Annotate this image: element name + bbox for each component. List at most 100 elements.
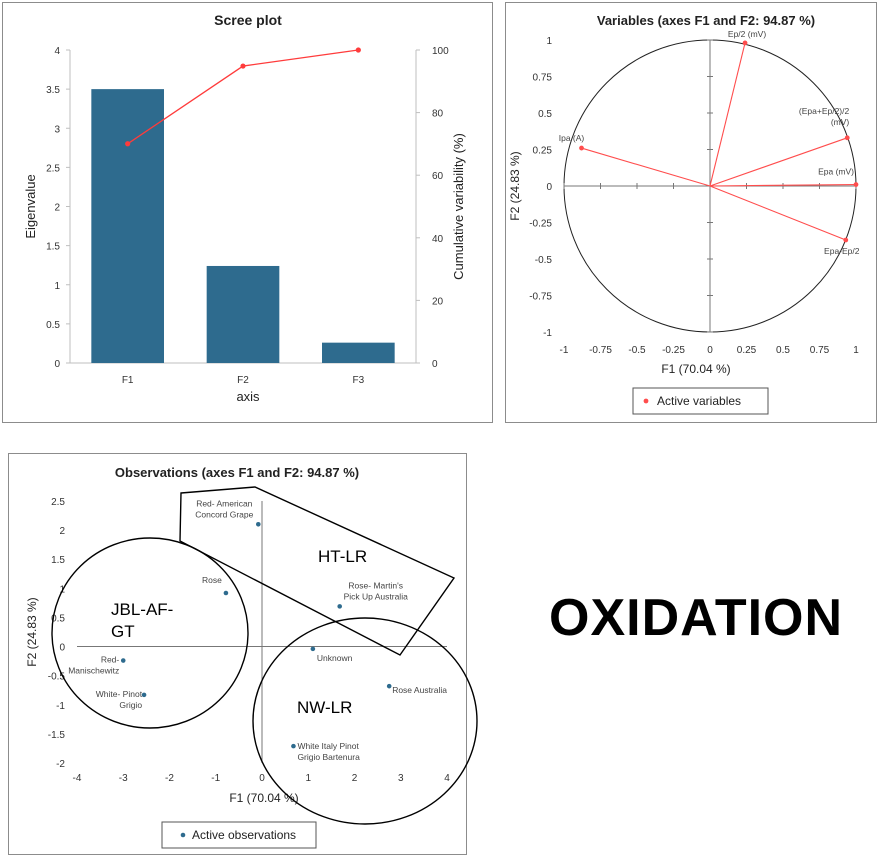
x-tick-label: -1 [560, 345, 569, 356]
y-axis-title: F2 (24.83 %) [25, 597, 39, 666]
variable-point [742, 40, 748, 46]
y-tick-label: 0.5 [46, 320, 60, 331]
y-tick-label: 0 [546, 182, 552, 193]
variable-vector [581, 147, 711, 187]
y-tick-label: 0 [54, 359, 60, 370]
y2-tick-label: 60 [432, 171, 444, 182]
variable-point [853, 182, 859, 187]
y-tick-label: -0.75 [529, 292, 552, 303]
x-tick-label: 3 [398, 773, 404, 784]
y-tick-label: 4 [54, 46, 60, 57]
x-tick-label: 0 [259, 773, 265, 784]
variable-label: Ipa (A) [559, 133, 585, 143]
variable-label: Epa-Ep/2 [824, 246, 860, 256]
scree-plot-chart: Scree plot00.511.522.533.54020406080100F… [23, 12, 466, 404]
variable-label: Ep/2 (mV) [728, 29, 766, 39]
variable-vector [709, 185, 846, 241]
legend-marker [180, 832, 186, 838]
x-tick-label: 0.5 [776, 345, 790, 356]
x-tick-label: F2 [237, 375, 249, 386]
bar-F1 [91, 89, 164, 363]
y2-tick-label: 0 [432, 359, 438, 370]
x-tick-label: 1 [853, 345, 859, 356]
observation-point [120, 658, 126, 663]
variable-point [579, 145, 584, 151]
x-tick-label: -0.75 [589, 345, 612, 356]
chart-title: Variables (axes F1 and F2: 94.87 %) [597, 13, 815, 28]
y-tick-label: 0 [59, 643, 65, 654]
y2-tick-label: 40 [432, 234, 444, 245]
y-tick-label: 1.5 [51, 555, 65, 566]
y-tick-label: 0.5 [538, 109, 552, 120]
x-tick-label: 0.75 [810, 345, 830, 356]
variable-vector [709, 42, 746, 187]
y-tick-label: 1 [546, 36, 552, 47]
cumulative-point [125, 141, 131, 147]
y-tick-label: -0.5 [535, 255, 553, 266]
observation-point [223, 590, 229, 596]
x-axis-title: axis [236, 389, 260, 404]
observation-label: White Italy Pinot Grigio Bartenura [297, 741, 360, 762]
x-tick-label: -3 [119, 773, 128, 784]
y-tick-label: 1 [59, 584, 65, 595]
x-tick-label: 2 [352, 773, 358, 784]
y-tick-label: -0.25 [529, 219, 552, 230]
observation-point [337, 604, 343, 609]
x-axis-title: F1 (70.04 %) [661, 362, 730, 376]
observation-point [386, 683, 392, 689]
variable-point [843, 237, 849, 243]
observations-chart: Observations (axes F1 and F2: 94.87 %) 2.… [25, 465, 450, 849]
cumulative-point [240, 63, 246, 69]
observation-point [256, 521, 261, 527]
y-axis-title: F2 (24.83 %) [508, 151, 522, 220]
y2-tick-label: 80 [432, 109, 444, 120]
observation-label: White- Pinot Grigio [96, 689, 143, 710]
y-tick-label: -1 [56, 701, 65, 712]
y-tick-label: 2.5 [51, 497, 65, 508]
legend-label: Active variables [657, 394, 741, 408]
observation-point [310, 646, 316, 652]
x-tick-label: -0.5 [628, 345, 646, 356]
y2-tick-label: 20 [432, 296, 444, 307]
observation-label: Unknown [317, 653, 353, 663]
correlation-circle-chart: Variables (axes F1 and F2: 94.87 %) 1 0.75… [508, 13, 860, 415]
scree-plot-panel: Scree plot 0 0.5 1 1.5 2 2.5 3 3.5 4 0 20 40 60 80 100 F… [2, 2, 493, 423]
y-tick-label: 2 [59, 526, 65, 537]
observation-label: Rose [202, 575, 222, 585]
x-tick-label: 1 [305, 773, 311, 784]
observation-label: Red-Manischewitz [68, 655, 119, 676]
chart-title: Scree plot [214, 12, 282, 28]
x-tick-label: -1 [211, 773, 220, 784]
y-tick-label: 1.5 [46, 242, 60, 253]
bar-F3 [322, 342, 395, 363]
variable-vector [709, 183, 857, 187]
cumulative-point [355, 47, 361, 53]
y2-tick-label: 100 [432, 46, 449, 57]
observation-point [141, 692, 147, 698]
observation-label: Rose Australia [392, 685, 447, 695]
y-tick-label: -0.5 [48, 672, 66, 683]
x-tick-label: F3 [352, 375, 364, 386]
y-axis-title: Eigenvalue [23, 174, 38, 238]
y-tick-label: 0.25 [533, 146, 553, 157]
bar-F2 [206, 265, 280, 363]
legend-box [161, 821, 317, 849]
y-tick-label: -1 [543, 328, 552, 339]
observation-point [291, 743, 296, 749]
legend-label: Active observations [192, 828, 296, 842]
x-tick-label: 4 [444, 773, 450, 784]
y-tick-label: 0.5 [51, 613, 65, 624]
x-tick-label: 0 [707, 345, 713, 356]
x-axis-title: F1 (70.04 %) [229, 791, 298, 805]
variable-vector [709, 137, 848, 187]
x-tick-label: F1 [122, 375, 134, 386]
y2-axis-title: Cumulative variability (%) [451, 133, 466, 280]
x-tick-label: 0.25 [737, 345, 757, 356]
y-tick-label: 0.75 [533, 73, 553, 84]
x-tick-label: -2 [165, 773, 174, 784]
oxidation-label: OXIDATION [549, 589, 844, 647]
y-tick-label: 2.5 [46, 163, 60, 174]
y-tick-label: 3 [54, 124, 60, 135]
variable-label: Epa (mV) [818, 167, 854, 177]
observation-label: Red- American Concord Grape [195, 498, 253, 519]
